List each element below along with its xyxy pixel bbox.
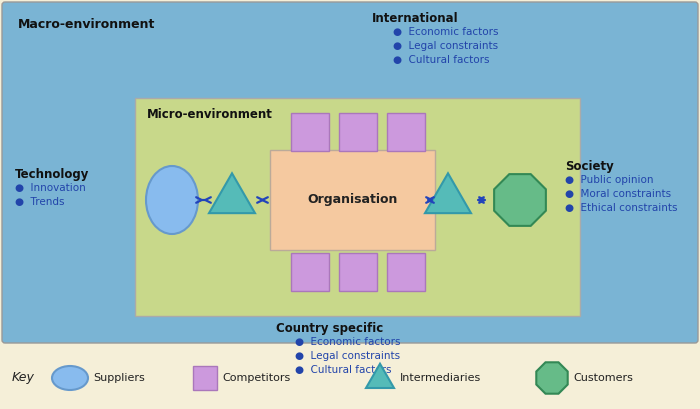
Polygon shape xyxy=(209,173,255,213)
Bar xyxy=(291,253,329,291)
Text: Macro-environment: Macro-environment xyxy=(18,18,155,31)
Text: ●  Legal constraints: ● Legal constraints xyxy=(295,351,400,361)
FancyBboxPatch shape xyxy=(2,2,698,343)
Bar xyxy=(387,113,425,151)
Text: ●  Public opinion: ● Public opinion xyxy=(565,175,654,185)
Bar xyxy=(291,113,329,151)
Bar xyxy=(387,253,425,291)
Text: ●  Legal constraints: ● Legal constraints xyxy=(393,41,498,51)
Text: ●  Economic factors: ● Economic factors xyxy=(393,27,498,37)
Bar xyxy=(270,150,435,250)
Text: International: International xyxy=(372,12,459,25)
Text: Key: Key xyxy=(12,371,35,384)
Text: ●  Economic factors: ● Economic factors xyxy=(295,337,400,347)
Polygon shape xyxy=(425,173,471,213)
Text: Technology: Technology xyxy=(15,168,90,181)
Text: ●  Cultural factors: ● Cultural factors xyxy=(295,365,391,375)
Bar xyxy=(193,366,217,390)
Text: Country specific: Country specific xyxy=(276,322,384,335)
Text: Society: Society xyxy=(565,160,614,173)
Bar xyxy=(135,98,580,316)
Text: Suppliers: Suppliers xyxy=(93,373,145,383)
Text: Micro-environment: Micro-environment xyxy=(147,108,273,121)
Text: ●  Cultural factors: ● Cultural factors xyxy=(393,55,489,65)
Text: Intermediaries: Intermediaries xyxy=(400,373,482,383)
Ellipse shape xyxy=(146,166,198,234)
Text: ●  Moral constraints: ● Moral constraints xyxy=(565,189,671,199)
Text: ●  Trends: ● Trends xyxy=(15,197,64,207)
Polygon shape xyxy=(536,362,568,394)
Ellipse shape xyxy=(52,366,88,390)
Bar xyxy=(339,113,377,151)
Polygon shape xyxy=(366,364,394,388)
Text: ●  Ethical constraints: ● Ethical constraints xyxy=(565,203,678,213)
Text: Organisation: Organisation xyxy=(307,193,398,207)
Text: Customers: Customers xyxy=(573,373,633,383)
Text: ●  Innovation: ● Innovation xyxy=(15,183,85,193)
Bar xyxy=(339,253,377,291)
Text: Competitors: Competitors xyxy=(222,373,290,383)
Polygon shape xyxy=(494,174,546,226)
